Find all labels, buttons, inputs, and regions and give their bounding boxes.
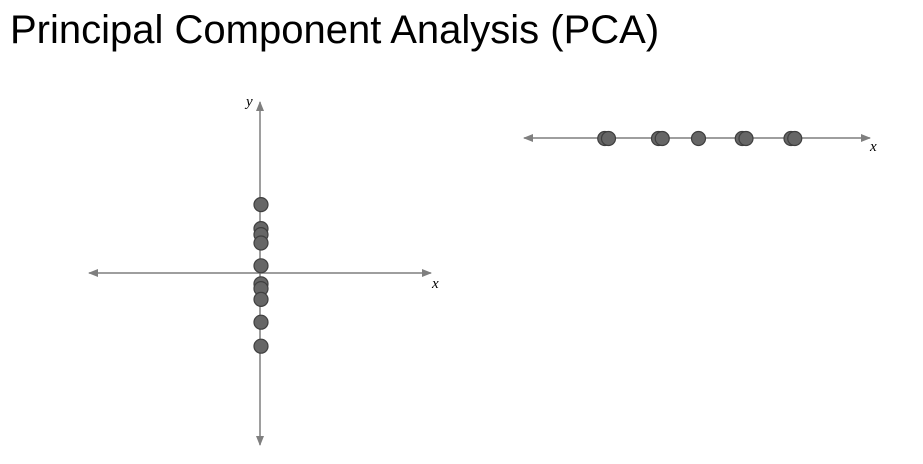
data-point: [690, 130, 707, 147]
left-points: [253, 197, 269, 354]
data-point: [654, 130, 670, 147]
data-point: [253, 197, 269, 213]
data-point: [253, 235, 269, 251]
left-plot: x y: [88, 94, 439, 446]
right-points: [597, 130, 803, 147]
data-point: [253, 291, 269, 307]
left-y-axis-label: y: [244, 94, 253, 110]
slide-title: Principal Component Analysis (PCA): [10, 8, 660, 52]
data-point: [787, 130, 803, 147]
data-point: [738, 130, 754, 147]
data-point: [253, 314, 269, 330]
data-point: [253, 258, 269, 274]
data-point: [600, 130, 617, 147]
right-plot: x: [523, 130, 877, 155]
left-x-axis-label: x: [431, 276, 439, 292]
right-x-axis-label: x: [869, 139, 877, 155]
data-point: [253, 338, 269, 354]
